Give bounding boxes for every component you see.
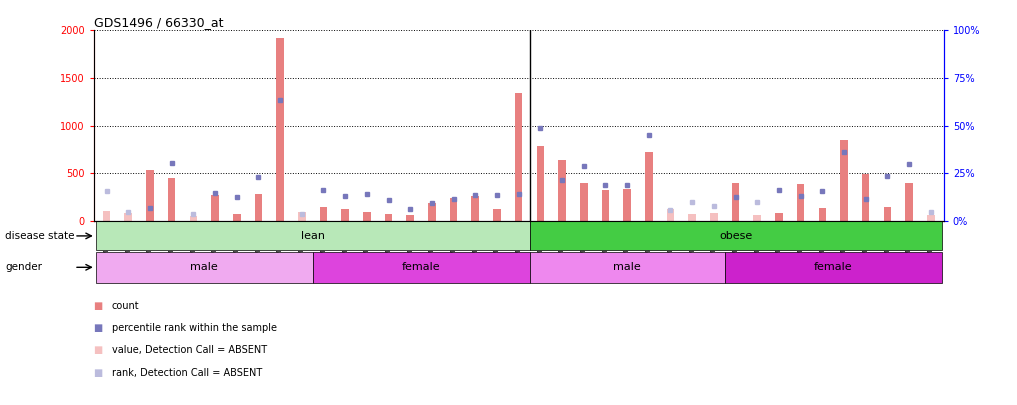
Text: female: female bbox=[814, 262, 852, 272]
Bar bbox=[342, 209, 349, 221]
Bar bbox=[667, 209, 674, 221]
Bar bbox=[884, 207, 891, 221]
Bar bbox=[689, 213, 696, 221]
Text: GDS1496 / 66330_at: GDS1496 / 66330_at bbox=[94, 16, 223, 29]
Bar bbox=[725, 252, 942, 283]
Text: lean: lean bbox=[301, 231, 324, 241]
Text: male: male bbox=[613, 262, 641, 272]
Bar bbox=[428, 202, 435, 221]
Bar bbox=[537, 145, 544, 221]
Text: gender: gender bbox=[5, 262, 42, 272]
Bar bbox=[384, 214, 393, 221]
Bar bbox=[450, 198, 458, 221]
Text: obese: obese bbox=[719, 231, 753, 241]
Bar bbox=[530, 252, 725, 283]
Text: female: female bbox=[402, 262, 440, 272]
Text: value, Detection Call = ABSENT: value, Detection Call = ABSENT bbox=[112, 345, 267, 355]
Bar bbox=[298, 212, 305, 221]
Bar bbox=[277, 38, 284, 221]
Bar bbox=[124, 213, 132, 221]
Text: ■: ■ bbox=[94, 368, 103, 377]
Bar bbox=[530, 221, 942, 250]
Bar bbox=[732, 183, 739, 221]
Bar bbox=[363, 212, 370, 221]
Bar bbox=[710, 213, 718, 221]
Text: male: male bbox=[190, 262, 218, 272]
Text: rank, Detection Call = ABSENT: rank, Detection Call = ABSENT bbox=[112, 368, 262, 377]
Bar bbox=[312, 252, 530, 283]
Bar bbox=[558, 160, 565, 221]
Text: disease state: disease state bbox=[5, 231, 74, 241]
Bar bbox=[754, 215, 761, 221]
Bar bbox=[797, 184, 804, 221]
Bar bbox=[472, 196, 479, 221]
Bar bbox=[103, 211, 111, 221]
Bar bbox=[775, 213, 783, 221]
Bar bbox=[926, 215, 935, 221]
Text: count: count bbox=[112, 301, 139, 311]
Bar bbox=[212, 195, 219, 221]
Bar bbox=[623, 189, 631, 221]
Bar bbox=[905, 183, 913, 221]
Bar bbox=[189, 216, 197, 221]
Bar bbox=[407, 215, 414, 221]
Bar bbox=[168, 178, 176, 221]
Bar bbox=[580, 183, 588, 221]
Bar bbox=[319, 207, 327, 221]
Bar bbox=[254, 194, 262, 221]
Bar bbox=[602, 190, 609, 221]
Text: ■: ■ bbox=[94, 323, 103, 333]
Text: ■: ■ bbox=[94, 345, 103, 355]
Bar bbox=[493, 209, 500, 221]
Bar bbox=[146, 170, 154, 221]
Bar bbox=[233, 213, 240, 221]
Bar bbox=[96, 221, 530, 250]
Bar bbox=[840, 140, 848, 221]
Text: ■: ■ bbox=[94, 301, 103, 311]
Bar bbox=[515, 93, 523, 221]
Bar bbox=[96, 252, 312, 283]
Text: percentile rank within the sample: percentile rank within the sample bbox=[112, 323, 277, 333]
Bar bbox=[819, 208, 826, 221]
Bar bbox=[645, 152, 653, 221]
Bar bbox=[861, 174, 870, 221]
